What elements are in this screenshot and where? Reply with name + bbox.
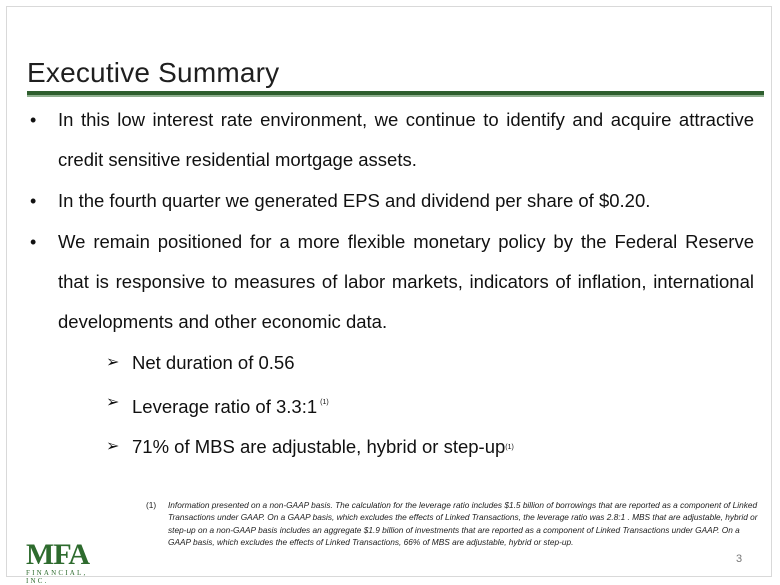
- sub-bullet-text: Net duration of 0.56: [132, 352, 295, 373]
- bullet-item: • We remain positioned for a more flexib…: [30, 222, 754, 342]
- slide-title: Executive Summary: [27, 57, 280, 88]
- page-number: 3: [736, 553, 743, 565]
- title-divider: [27, 91, 764, 95]
- footnote-reference: (1): [320, 399, 329, 406]
- bullet-dot-icon: •: [30, 191, 37, 211]
- footnote-text: Information presented on a non-GAAP basi…: [168, 500, 758, 548]
- title-divider-light: [27, 95, 764, 97]
- bullet-dot-icon: •: [30, 232, 37, 252]
- sub-bullet-list: ➢ Net duration of 0.56 ➢ Leverage ratio …: [106, 343, 514, 468]
- slide-frame: [6, 6, 772, 577]
- bullet-text: In the fourth quarter we generated EPS a…: [58, 190, 651, 211]
- company-logo: MFA FINANCIAL, INC.: [26, 538, 106, 585]
- logo-letters: MFA: [26, 538, 90, 571]
- bullet-text: We remain positioned for a more flexible…: [58, 231, 754, 332]
- sub-bullet-item: ➢ 71% of MBS are adjustable, hybrid or s…: [106, 427, 514, 468]
- arrow-bullet-icon: ➢: [106, 394, 120, 411]
- sub-bullet-item: ➢ Net duration of 0.56: [106, 343, 514, 383]
- bullet-item: • In this low interest rate environment,…: [30, 100, 754, 180]
- arrow-bullet-icon: ➢: [106, 438, 120, 455]
- footnote-mark: (1): [146, 500, 157, 510]
- bullet-item: • In the fourth quarter we generated EPS…: [30, 181, 754, 221]
- sub-bullet-text: 71% of MBS are adjustable, hybrid or ste…: [132, 436, 506, 457]
- footnote: (1) Information presented on a non-GAAP …: [146, 499, 758, 549]
- arrow-bullet-icon: ➢: [106, 354, 120, 371]
- bullet-dot-icon: •: [30, 110, 37, 130]
- bullet-text: In this low interest rate environment, w…: [58, 109, 754, 170]
- logo-subtitle: FINANCIAL, INC.: [26, 569, 88, 585]
- bullet-list: • In this low interest rate environment,…: [30, 100, 754, 343]
- footnote-reference: (1): [505, 444, 514, 451]
- sub-bullet-item: ➢ Leverage ratio of 3.3:1 (1): [106, 383, 514, 427]
- sub-bullet-text: Leverage ratio of 3.3:1: [132, 396, 318, 417]
